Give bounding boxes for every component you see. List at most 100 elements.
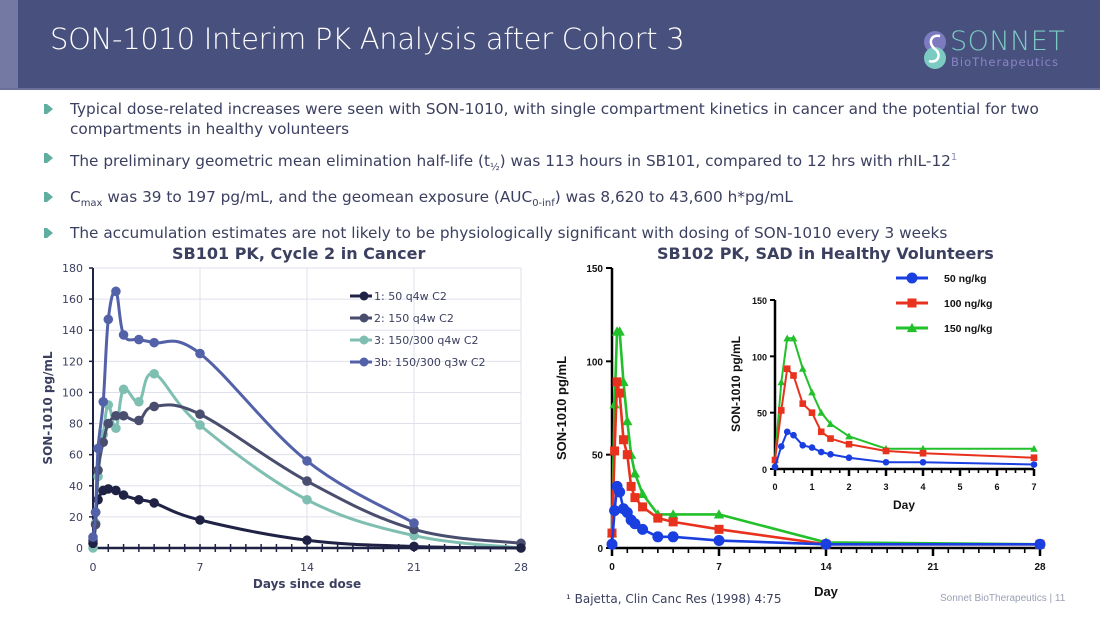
- data-point: [637, 523, 649, 535]
- data-point: [1034, 538, 1046, 550]
- inset-data-point: [783, 365, 791, 373]
- data-point: [516, 543, 526, 553]
- x-tick-label: 28: [1034, 562, 1046, 573]
- y-tick-label: 20: [69, 511, 83, 524]
- x-tick-label: 3: [883, 482, 888, 492]
- bullet-text: The preliminary geometric mean eliminati…: [70, 152, 490, 171]
- inset-data-point: [826, 420, 835, 427]
- subscript: 0-inf: [532, 198, 555, 210]
- inset-data-point: [827, 451, 834, 458]
- data-point: [609, 505, 621, 517]
- inset-data-point: [1030, 444, 1038, 452]
- data-point: [111, 286, 121, 297]
- inset-data-point: [845, 440, 853, 448]
- slide-title: SON-1010 Interim PK Analysis after Cohor…: [50, 22, 685, 56]
- y-tick-label: 60: [69, 449, 83, 462]
- inset-data-point: [827, 435, 834, 442]
- bullet-marker-icon: [44, 192, 53, 203]
- data-point: [713, 535, 725, 547]
- data-point: [134, 334, 144, 345]
- inset-x-axis-title: Day: [893, 498, 915, 512]
- legend-swatch-marker: [906, 322, 918, 333]
- data-point: [118, 410, 129, 421]
- bullet-text: ) was 113 hours in SB101, compared to 12…: [499, 152, 951, 171]
- bullet-text: ) was 8,620 to 43,600 h*pg/mL: [554, 188, 793, 207]
- y-tick-label: 150: [586, 264, 603, 275]
- x-tick-label: 21: [407, 561, 421, 574]
- x-tick-label: 0: [772, 482, 777, 492]
- data-point: [88, 532, 98, 542]
- bullet-marker-icon: [44, 228, 53, 239]
- y-tick-label: 140: [62, 324, 83, 337]
- data-point: [103, 314, 114, 325]
- inset-data-point: [799, 442, 807, 449]
- legend-label: 3: 150/300 q4w C2: [374, 334, 479, 347]
- y-tick-label: 100: [752, 352, 767, 362]
- data-point: [409, 518, 419, 528]
- inset-data-point: [882, 447, 890, 455]
- data-point: [653, 513, 663, 523]
- inset-data-point: [808, 388, 816, 396]
- sb101-chart: 0 20 40 60 80 100 120 140 160 180 0 7 14 21 28 1: 50 q4…: [41, 262, 528, 591]
- data-point: [637, 488, 648, 499]
- bullet-text: The accumulation estimates are not likel…: [70, 224, 948, 243]
- bullet-marker-icon: [44, 153, 53, 163]
- legend-label: 150 ng/kg: [944, 323, 992, 335]
- legend-label: 50 ng/kg: [944, 273, 987, 285]
- legend-swatch-marker: [359, 357, 369, 367]
- data-point: [134, 415, 144, 426]
- data-point: [630, 493, 640, 503]
- x-tick-label: 7: [716, 562, 722, 573]
- bullet-text: C: [70, 188, 81, 207]
- inset-y-axis-title: SON-1010 pg/mL: [729, 336, 743, 432]
- inset-data-point: [817, 448, 825, 456]
- x-tick-label: 21: [927, 562, 939, 573]
- inset-data-point: [783, 428, 791, 436]
- data-point: [638, 502, 648, 512]
- inset-data-point: [777, 407, 785, 414]
- x-tick-label: 14: [820, 562, 832, 573]
- data-point: [615, 388, 625, 398]
- page-footer: Sonnet BioTherapeutics | 11: [940, 593, 1066, 604]
- data-point: [149, 498, 159, 508]
- inset-data-point: [771, 456, 779, 464]
- inset-data-point: [799, 400, 807, 407]
- y-tick-label: 100: [62, 386, 83, 399]
- inset-data-point: [783, 334, 792, 342]
- subscript: max: [80, 198, 103, 210]
- data-point: [111, 410, 121, 421]
- inset-data-point: [1030, 461, 1038, 468]
- data-point: [618, 435, 628, 445]
- y-tick-label: 120: [62, 355, 83, 368]
- x-tick-label: 1: [809, 482, 814, 492]
- x-tick-label: 28: [514, 561, 528, 574]
- data-point: [610, 446, 620, 456]
- data-point: [668, 517, 678, 527]
- data-point: [149, 401, 159, 412]
- footnote-ref: 1: [950, 152, 958, 163]
- legend-label: 100 ng/kg: [944, 298, 992, 310]
- data-point: [98, 396, 109, 407]
- bullet-item: The preliminary geometric mean eliminati…: [44, 148, 1074, 178]
- legend-label: 3b: 150/300 q3w C2: [374, 356, 486, 369]
- legend-label: 1: 50 q4w C2: [374, 290, 447, 303]
- inset-data-point: [817, 428, 825, 436]
- data-point: [652, 531, 664, 543]
- header-divider: [0, 88, 1100, 90]
- x-tick-label: 5: [957, 482, 962, 492]
- y-tick-label: 150: [752, 296, 767, 306]
- data-point: [302, 494, 312, 505]
- data-point: [149, 368, 159, 379]
- data-point: [118, 490, 129, 500]
- inset-data-point: [919, 458, 927, 466]
- data-point: [302, 476, 312, 486]
- y-tick-label: 100: [586, 357, 603, 368]
- inset-data-point: [789, 334, 798, 342]
- data-point: [820, 538, 832, 550]
- header-accent-strip: [0, 0, 18, 88]
- x-tick-label: 4: [920, 482, 925, 492]
- y-axis-title: SON-1010 pg/mL: [41, 351, 55, 465]
- y-tick-label: 160: [62, 293, 83, 306]
- x-tick-label: 0: [609, 562, 615, 573]
